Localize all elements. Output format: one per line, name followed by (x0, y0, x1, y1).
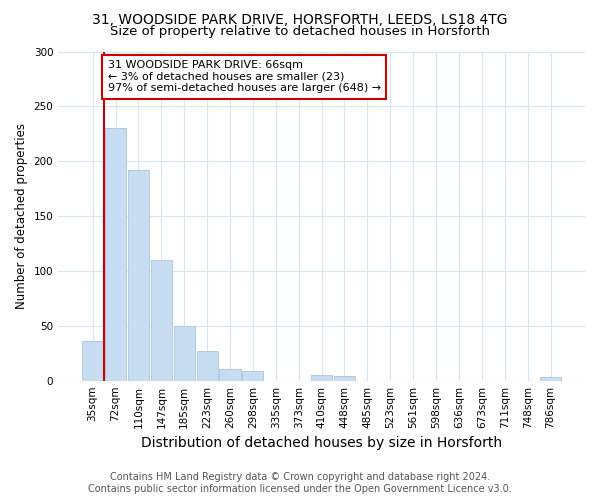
Text: Contains HM Land Registry data © Crown copyright and database right 2024.
Contai: Contains HM Land Registry data © Crown c… (88, 472, 512, 494)
Bar (105, 128, 126, 380)
Bar (334, 376, 355, 380)
Text: 31 WOODSIDE PARK DRIVE: 66sqm
← 3% of detached houses are smaller (23)
97% of se: 31 WOODSIDE PARK DRIVE: 66sqm ← 3% of de… (107, 60, 380, 94)
Bar (540, 378, 561, 380)
X-axis label: Distribution of detached houses by size in Horsforth: Distribution of detached houses by size … (141, 436, 502, 450)
Bar (311, 375, 332, 380)
Bar (82, 341, 103, 380)
Y-axis label: Number of detached properties: Number of detached properties (15, 123, 28, 309)
Text: 31, WOODSIDE PARK DRIVE, HORSFORTH, LEEDS, LS18 4TG: 31, WOODSIDE PARK DRIVE, HORSFORTH, LEED… (92, 12, 508, 26)
Bar (220, 368, 241, 380)
Bar (151, 260, 172, 380)
Text: Size of property relative to detached houses in Horsforth: Size of property relative to detached ho… (110, 25, 490, 38)
Bar (128, 170, 149, 380)
Bar (197, 351, 218, 380)
Bar (173, 326, 195, 380)
Bar (242, 371, 263, 380)
